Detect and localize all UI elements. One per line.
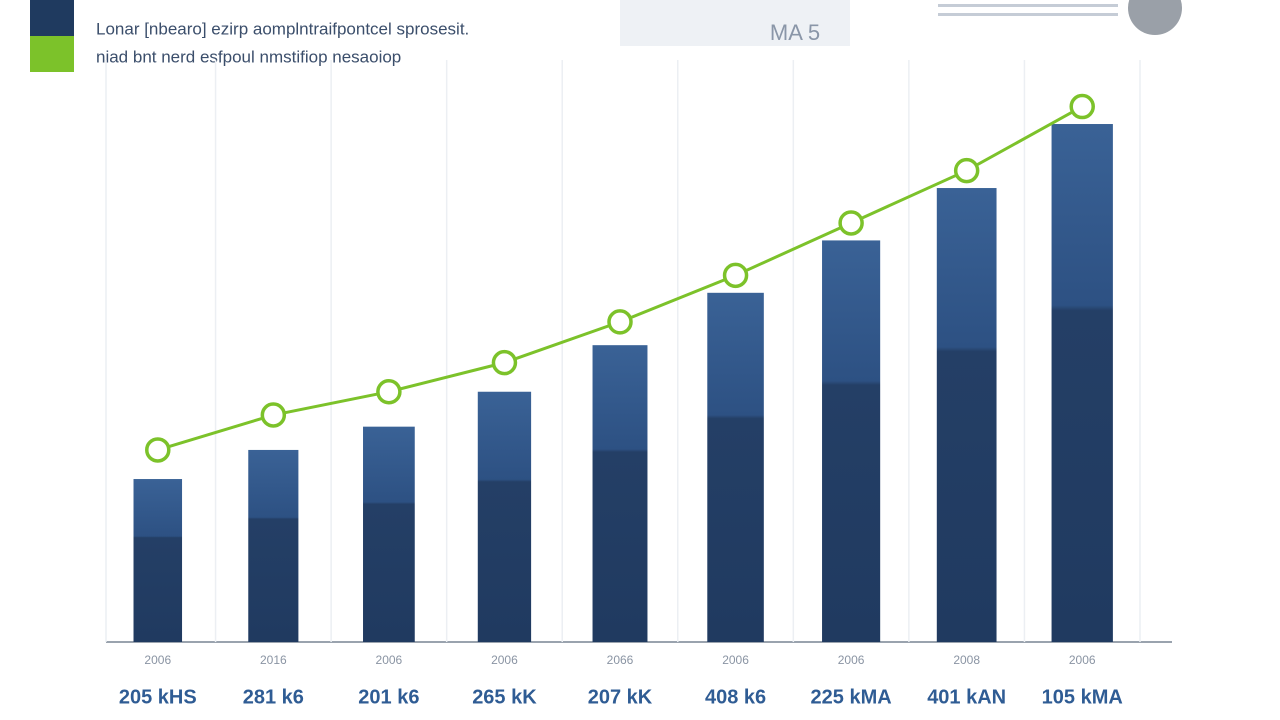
bar	[592, 345, 648, 642]
period-label: 401 kAN	[927, 686, 1006, 708]
trend-point	[1069, 93, 1095, 120]
bar	[363, 426, 415, 642]
trend-point	[376, 378, 402, 405]
period-label: 225 kMA	[811, 686, 892, 708]
logo-top	[30, 0, 74, 36]
bar	[707, 292, 764, 642]
bar	[133, 479, 183, 642]
subtitle: Lonar [nbearo] ezirp aomplntraifpontcel …	[96, 19, 469, 38]
bar	[822, 240, 881, 643]
avatar	[1128, 0, 1182, 35]
decor	[938, 4, 1118, 7]
decor	[938, 13, 1118, 16]
x-tick-label: 2066	[607, 653, 634, 667]
period-label: 281 k6	[243, 686, 304, 708]
period-label: 408 k6	[705, 686, 766, 708]
bar	[936, 188, 997, 643]
badge-bg	[620, 0, 850, 46]
bar	[248, 449, 299, 642]
subtitle: niad bnt nerd esfpoul nmstifiop nesaoiop	[96, 47, 401, 66]
x-tick-label: 2006	[491, 653, 518, 667]
x-tick-label: 2006	[838, 653, 865, 667]
bar	[477, 391, 532, 642]
trend-point	[838, 210, 864, 236]
period-label: 207 kK	[588, 686, 653, 708]
trend-point	[607, 309, 633, 335]
trend-point	[491, 349, 518, 376]
period-label: 205 kHS	[119, 686, 197, 708]
period-label: 201 k6	[358, 686, 419, 708]
x-tick-label: 2008	[953, 653, 980, 667]
trend-point	[260, 402, 287, 428]
period-label: 105 kMA	[1042, 686, 1123, 708]
x-tick-label: 2006	[1069, 653, 1096, 667]
x-tick-label: 2006	[376, 653, 403, 667]
x-tick-label: 2016	[260, 653, 287, 667]
logo-bottom	[30, 36, 74, 72]
bar	[1051, 124, 1113, 642]
trend-point	[722, 262, 749, 289]
badge: MA 5	[770, 20, 820, 45]
period-label: 265 kK	[472, 686, 537, 708]
trend-point	[145, 437, 171, 463]
x-tick-label: 2006	[144, 653, 171, 667]
trend-point	[953, 157, 980, 184]
x-tick-label: 2006	[722, 653, 749, 667]
